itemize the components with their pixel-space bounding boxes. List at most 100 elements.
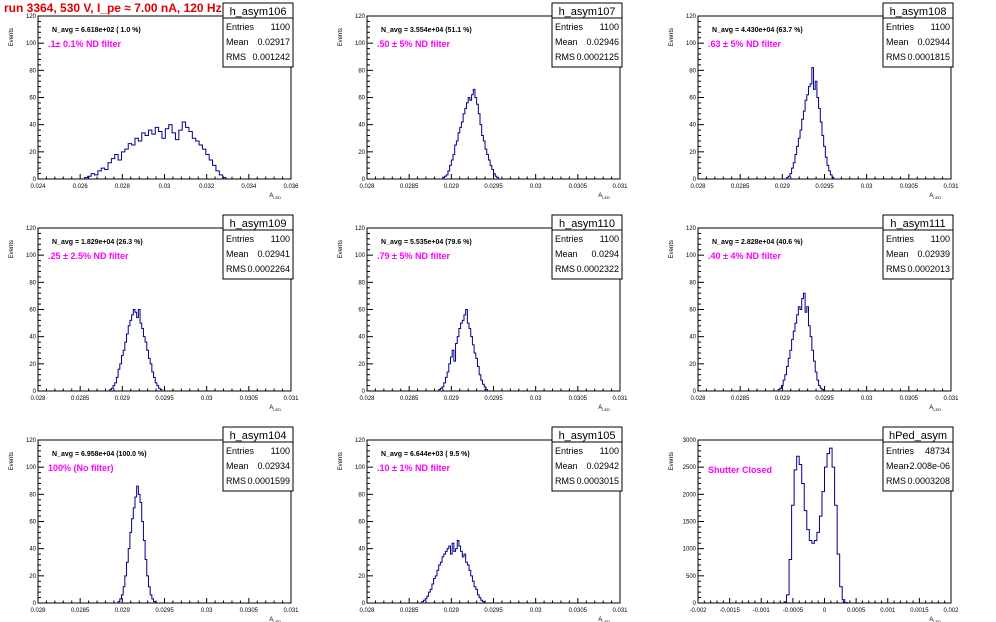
y-tick-label: 100 xyxy=(355,41,366,47)
histogram-panel-h_asym105: 0.028 0.0285 0.029 0.0295 0.03 0.0305 0.031 0 20… xyxy=(338,426,628,622)
histogram-series xyxy=(786,67,835,179)
stats-key-entries: Entries xyxy=(555,22,584,32)
navg-annotation: N_avg = 1.829e+04 (26.3 %) xyxy=(52,239,143,246)
histogram-panel-h_asym108: 0.028 0.0285 0.029 0.0295 0.03 0.0305 0.031 0 20… xyxy=(669,2,959,200)
y-tick-label: 120 xyxy=(355,14,366,20)
x-tick-label: 0.0295 xyxy=(484,396,503,402)
stats-value-entries: 1100 xyxy=(600,234,619,244)
x-tick-label: 0.001 xyxy=(880,608,896,614)
stats-key-rms: RMS xyxy=(886,476,906,486)
histogram-panel-h_asym107: 0.028 0.0285 0.029 0.0295 0.03 0.0305 0.031 0 20… xyxy=(338,2,628,200)
y-axis-label: Events xyxy=(338,452,344,470)
stats-key-entries: Entries xyxy=(886,446,915,456)
y-tick-label: 0 xyxy=(362,389,366,395)
histogram-panel-hPed_asym: -0.002 -0.0015 -0.001 -0.0005 0 0.0005 0.001 0.… xyxy=(669,426,959,622)
y-tick-label: 40 xyxy=(358,335,365,341)
y-axis-label: Events xyxy=(669,452,675,470)
y-tick-label: 80 xyxy=(358,280,365,286)
stats-box xyxy=(222,214,294,280)
stats-key-mean: Mean xyxy=(886,249,909,259)
x-tick-label: -0.002 xyxy=(689,608,707,614)
y-tick-label: 120 xyxy=(686,226,697,232)
histogram-name: h_asym110 xyxy=(559,218,615,230)
x-tick-label: 0 xyxy=(823,608,827,614)
filter-label: 100% (No filter) xyxy=(48,463,114,473)
stats-box xyxy=(551,214,623,280)
y-tick-label: 0 xyxy=(362,177,366,183)
stats-key-rms: RMS xyxy=(555,476,575,486)
x-tick-label: 0.031 xyxy=(612,396,628,402)
stats-key-rms: RMS xyxy=(555,52,575,62)
x-tick-label: 0.0305 xyxy=(569,396,588,402)
filter-label: .79 ± 5% ND filter xyxy=(377,251,450,261)
x-tick-label: 0.032 xyxy=(199,184,215,190)
y-tick-label: 80 xyxy=(29,68,36,74)
stats-key-mean: Mean xyxy=(555,461,578,471)
y-tick-label: 0 xyxy=(362,601,366,607)
filter-label: .10 ± 1% ND filter xyxy=(377,463,450,473)
x-tick-label: 0.029 xyxy=(444,396,460,402)
x-tick-label: 0.026 xyxy=(73,184,89,190)
x-tick-label: 0.029 xyxy=(115,608,131,614)
histogram-series xyxy=(117,485,156,603)
stats-key-entries: Entries xyxy=(886,234,915,244)
x-tick-label: 0.028 xyxy=(690,396,706,402)
stats-box xyxy=(222,2,294,68)
x-tick-label: 0.0295 xyxy=(484,608,503,614)
y-tick-label: 80 xyxy=(689,68,696,74)
x-tick-label: 0.0285 xyxy=(400,396,419,402)
x-tick-label: 0.029 xyxy=(775,184,791,190)
y-tick-label: 120 xyxy=(26,226,37,232)
y-tick-label: 60 xyxy=(358,308,365,314)
stats-box xyxy=(882,2,954,68)
stats-value-entries: 1100 xyxy=(600,22,619,32)
x-tick-label: 0.0285 xyxy=(71,608,90,614)
histogram-name: hPed_asym xyxy=(889,430,947,442)
x-tick-label: 0.0305 xyxy=(900,184,919,190)
x-tick-label: 0.031 xyxy=(943,396,959,402)
x-tick-label: 0.0285 xyxy=(400,184,419,190)
histogram-name: h_asym105 xyxy=(559,430,616,442)
x-tick-label: 0.03 xyxy=(530,184,542,190)
y-axis-label: Events xyxy=(9,28,15,46)
histogram-series xyxy=(109,309,163,391)
y-axis-label: Events xyxy=(669,240,675,258)
x-tick-label: 0.0305 xyxy=(900,396,919,402)
x-tick-label: 0.028 xyxy=(30,396,46,402)
stats-key-rms: RMS xyxy=(226,264,246,274)
x-tick-label: -0.0005 xyxy=(783,608,804,614)
y-tick-label: 40 xyxy=(689,335,696,341)
y-tick-label: 100 xyxy=(26,41,37,47)
y-tick-label: 0 xyxy=(33,177,37,183)
x-tick-label: 0.031 xyxy=(612,184,628,190)
x-tick-label: 0.028 xyxy=(115,184,131,190)
stats-key-entries: Entries xyxy=(226,446,255,456)
stats-key-entries: Entries xyxy=(886,22,915,32)
x-tick-label: 0.031 xyxy=(283,608,299,614)
x-axis-label: ALED xyxy=(598,617,610,622)
y-tick-label: 120 xyxy=(26,438,37,444)
histogram-name: h_asym108 xyxy=(890,6,947,18)
stats-box xyxy=(551,426,623,492)
navg-annotation: N_avg = 4.430e+04 (63.7 %) xyxy=(712,27,803,34)
stats-key-rms: RMS xyxy=(226,52,246,62)
y-tick-label: 20 xyxy=(29,150,36,156)
y-tick-label: 20 xyxy=(689,150,696,156)
stats-value-rms: 0.0001815 xyxy=(907,52,950,62)
y-tick-label: 0 xyxy=(33,601,37,607)
histogram-name: h_asym106 xyxy=(230,6,287,18)
histogram-series xyxy=(442,88,500,179)
x-tick-label: 0.029 xyxy=(444,608,460,614)
x-tick-label: 0.0285 xyxy=(400,608,419,614)
filter-label: .50 ± 5% ND filter xyxy=(377,39,450,49)
y-axis-label: Events xyxy=(669,28,675,46)
y-tick-label: 60 xyxy=(29,308,36,314)
histogram-series xyxy=(777,292,825,391)
stats-key-mean: Mean xyxy=(226,461,249,471)
histogram-name: h_asym111 xyxy=(890,218,945,230)
x-tick-label: 0.024 xyxy=(30,184,46,190)
stats-box xyxy=(882,214,954,280)
y-tick-label: 2500 xyxy=(683,465,697,471)
y-tick-label: 60 xyxy=(29,96,36,102)
x-tick-label: -0.001 xyxy=(753,608,771,614)
